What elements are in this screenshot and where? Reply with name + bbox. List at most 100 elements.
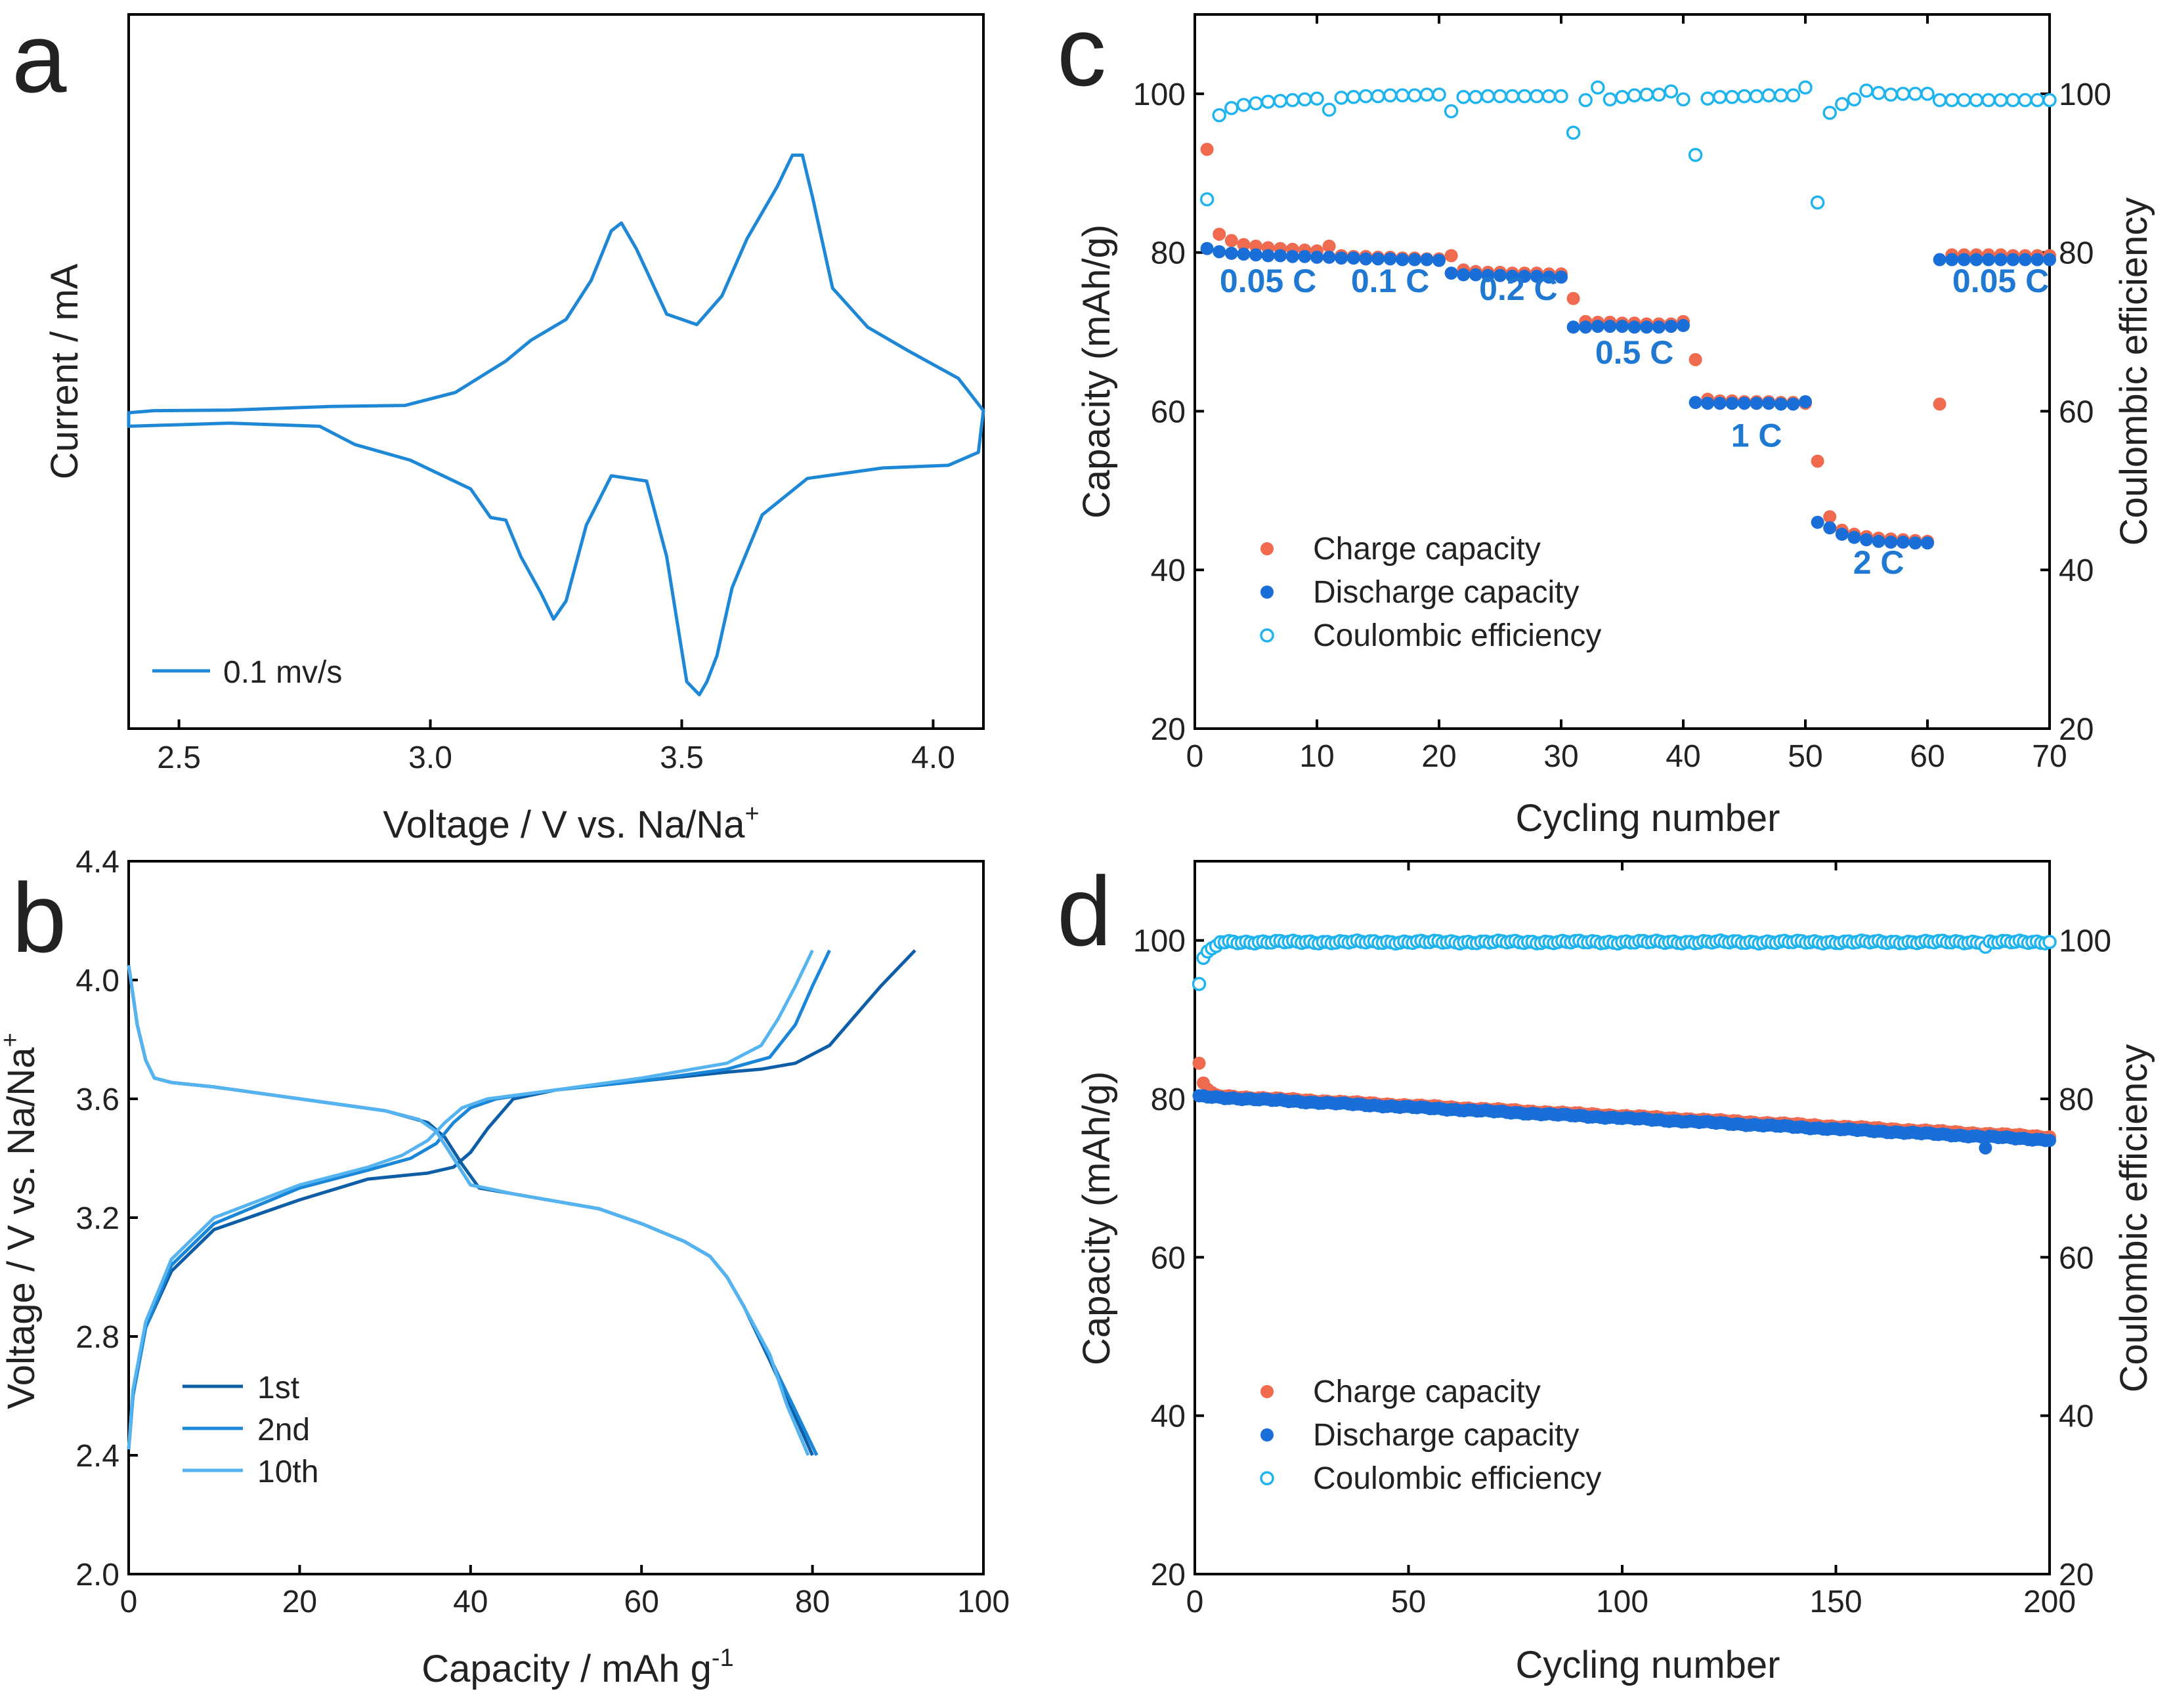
panel-c-rate-label: 1 C: [1731, 417, 1782, 454]
panel-c-ce-point: [1371, 89, 1385, 104]
panel-c-ce-point: [1920, 87, 1935, 101]
panel-c-ce-point: [1493, 89, 1507, 104]
panel-a-xtick-label: 3.5: [660, 740, 704, 775]
panel-c-discharge-point: [1921, 536, 1934, 550]
panel-c-charge-point: [1823, 510, 1837, 524]
panel-b-discharge-curve-10th: [127, 965, 810, 1456]
panel-c-ce-point: [1908, 87, 1923, 101]
panel-c-discharge-point: [1396, 253, 1409, 267]
panel-c-ce-point: [1199, 192, 1215, 207]
panel-c-discharge-point: [1322, 250, 1336, 264]
panel-c-discharge-point: [1444, 267, 1458, 280]
panel-d-legend-marker: [1260, 1471, 1274, 1485]
panel-d-y2tick-label: 40: [2059, 1399, 2094, 1434]
panel-c-discharge-point: [1957, 253, 1971, 267]
panel-c-ce-point: [1358, 89, 1373, 104]
panel-c-rate-label: 0.5 C: [1595, 334, 1674, 371]
panel-c-discharge-point: [1469, 268, 1482, 282]
panel-c-ce-point: [1334, 91, 1348, 105]
panel-c-ce-point: [1432, 87, 1446, 102]
panel-c-charge-point: [1689, 352, 1702, 366]
panel-d-xlabel: Cycling number: [1516, 1644, 1780, 1686]
panel-c-discharge-point: [1432, 253, 1446, 267]
panel-c-discharge-point: [1774, 397, 1788, 411]
panel-c-ce-point: [1297, 92, 1312, 107]
panel-a-xlabel-sup: +: [745, 800, 760, 828]
panel-a-legend-label: 0.1 mv/s: [223, 655, 342, 690]
panel-c-ce-point: [1957, 93, 1971, 108]
panel-c-ce-point: [1260, 95, 1276, 109]
panel-c-rate-label: 0.1 C: [1351, 263, 1430, 299]
panel-b-xlabel-sup: -1: [712, 1644, 734, 1672]
panel-c-discharge-point: [1261, 249, 1275, 263]
panel-c-rate-label: 0.05 C: [1220, 263, 1316, 299]
panel-c-y2tick-label: 20: [2059, 712, 2094, 747]
panel-c-ce-point: [2042, 93, 2057, 108]
panel-c-ce-point: [1469, 89, 1483, 104]
panel-c-xtick-label: 40: [1666, 739, 1700, 774]
panel-c-discharge-point: [1969, 253, 1983, 267]
panel-c-ce-point: [1554, 89, 1568, 104]
panel-c-charge-point: [1213, 227, 1226, 241]
panel-b-xtick-label: 100: [957, 1585, 1010, 1619]
panel-c-ce-point: [1871, 85, 1886, 100]
panel-c-ce-point: [2030, 93, 2045, 108]
panel-d-y2label: Coulombic efficiency: [2113, 1044, 2155, 1393]
panel-c-ce-point: [1786, 88, 1801, 103]
panel-c-discharge-point: [1933, 253, 1947, 267]
panel-b-letter: b: [12, 863, 66, 973]
panel-d-discharge-point: [1979, 1141, 1992, 1155]
panel-c-discharge-point: [1835, 527, 1849, 541]
panel-c-y2tick-label: 40: [2059, 553, 2094, 588]
panel-c-discharge-point: [1481, 268, 1495, 282]
panel-c-discharge-point: [1786, 397, 1800, 411]
panel-c-xtick-label: 50: [1788, 739, 1822, 774]
panel-c-discharge-point: [1872, 534, 1885, 548]
panel-c-discharge-point: [1627, 320, 1641, 334]
panel-c-discharge-point: [2006, 253, 2020, 267]
panel-c-discharge-point: [1518, 269, 1532, 283]
panel-c-discharge-point: [1982, 253, 1995, 267]
panel-c-y2tick-label: 80: [2059, 236, 2094, 271]
panel-c-discharge-point: [1579, 320, 1593, 334]
panel-a-xtick-label: 3.0: [408, 740, 452, 775]
panel-c-discharge-point: [1310, 250, 1323, 264]
panel-c-discharge-point: [1750, 396, 1763, 410]
panel-c-ce-point: [1652, 87, 1666, 102]
panel-b-ytick-label: 3.6: [75, 1082, 119, 1117]
panel-c-charge-point: [1933, 397, 1947, 411]
panel-c-discharge-point: [1677, 318, 1690, 332]
panel-c-discharge-point: [1542, 270, 1556, 284]
panel-d-ytick-label: 80: [1151, 1082, 1186, 1117]
panel-c-ce-point: [1737, 89, 1752, 104]
panel-c-ylabel: Capacity (mAh/g): [1075, 224, 1118, 519]
panel-c-ce-point: [1627, 88, 1642, 103]
panel-a-xtick-label: 4.0: [911, 740, 955, 775]
panel-d-ytick-label: 60: [1151, 1241, 1186, 1275]
panel-c-ce-point: [1517, 89, 1532, 104]
panel-c-y2label: Coulombic efficiency: [2113, 198, 2155, 546]
panel-c-charge-point: [1566, 291, 1580, 305]
panel-c-frame: [1194, 13, 2051, 730]
panel-c-discharge-point: [1823, 521, 1837, 535]
panel-c-discharge-point: [1713, 396, 1727, 410]
panel-c-xtick-label: 10: [1299, 739, 1334, 774]
panel-c-ce-point: [1591, 80, 1605, 95]
panel-c-ce-point: [1847, 92, 1862, 107]
panel-c-discharge-point: [1408, 253, 1421, 267]
panel-d-ce-point: [1192, 977, 1207, 991]
panel-c-ce-point: [1810, 195, 1825, 210]
panel-c-ce-point: [1322, 102, 1337, 117]
panel-c-discharge-point: [1359, 252, 1373, 266]
panel-c-discharge-point: [1237, 247, 1251, 261]
panel-c-discharge-point: [1213, 245, 1226, 259]
panel-c-legend-label: Charge capacity: [1313, 532, 1541, 566]
panel-c-ce-point: [1749, 89, 1764, 104]
panel-b-charge-curve-2nd: [127, 949, 831, 1450]
panel-b-xtick-label: 80: [795, 1585, 830, 1619]
panel-c-ce-point: [1798, 80, 1813, 95]
panel-c-discharge-point: [1896, 535, 1910, 549]
panel-b-legend-label: 10th: [257, 1455, 318, 1489]
panel-c-ce-point: [1236, 98, 1251, 112]
panel-c-ce-point: [1969, 93, 1984, 108]
